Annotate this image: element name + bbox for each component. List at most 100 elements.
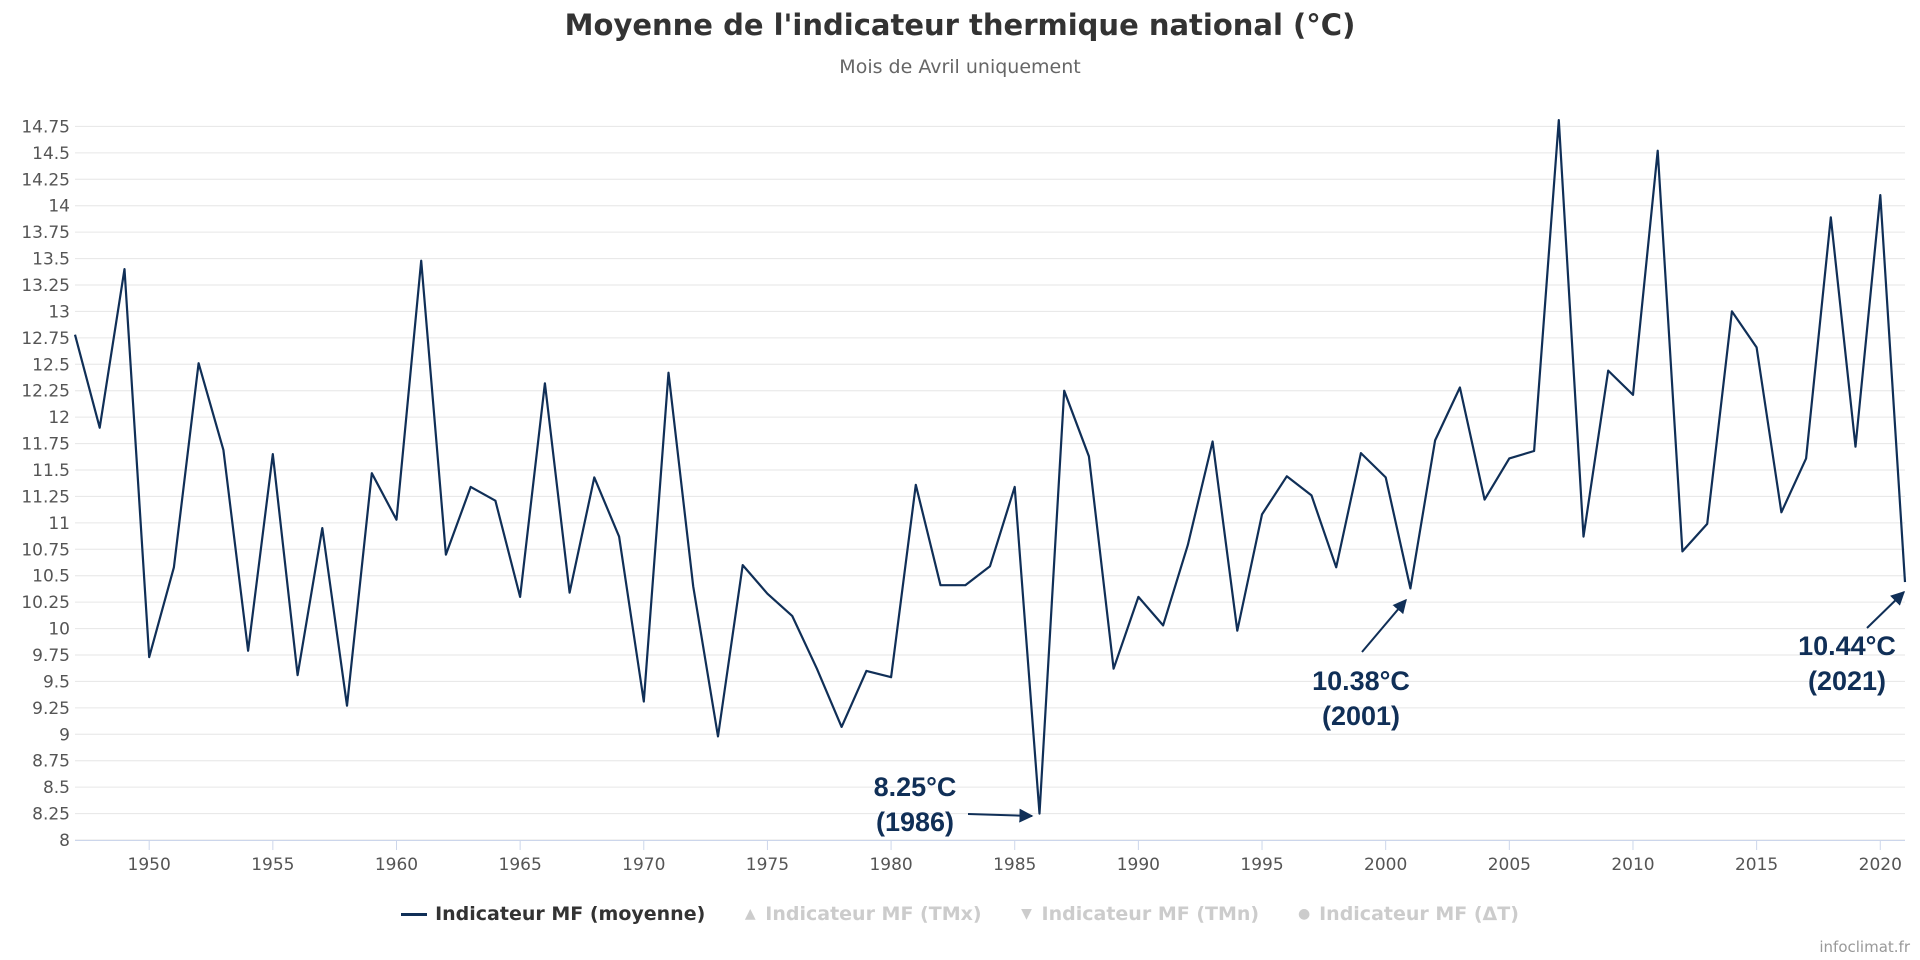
data-point[interactable]: [1061, 388, 1067, 394]
data-point[interactable]: [863, 668, 869, 674]
data-point[interactable]: [1160, 622, 1166, 628]
annotation-value-1986: 8.25°C: [874, 772, 957, 802]
data-point[interactable]: [1284, 473, 1290, 479]
data-point[interactable]: [393, 517, 399, 523]
data-point[interactable]: [1531, 448, 1537, 454]
data-point[interactable]: [1358, 450, 1364, 456]
data-point[interactable]: [1902, 579, 1908, 585]
data-point[interactable]: [517, 594, 523, 600]
data-point[interactable]: [1778, 509, 1784, 515]
annotation-year-1986: (1986): [876, 807, 954, 837]
series-layer[interactable]: [72, 117, 1908, 816]
data-point[interactable]: [764, 591, 770, 597]
data-point[interactable]: [72, 332, 78, 338]
data-point[interactable]: [418, 258, 424, 264]
circle-icon: ●: [1297, 906, 1311, 922]
y-tick-label: 12.25: [21, 382, 70, 402]
legend-item-moyenne[interactable]: Indicateur MF (moyenne): [401, 903, 705, 925]
y-tick-label: 11.75: [21, 435, 70, 455]
x-tick-label: 1965: [499, 855, 542, 875]
y-tick-label: 14.5: [32, 144, 70, 164]
data-point[interactable]: [641, 699, 647, 705]
data-point[interactable]: [690, 583, 696, 589]
data-point[interactable]: [1407, 585, 1413, 591]
data-point[interactable]: [591, 474, 597, 480]
credit-link[interactable]: infoclimat.fr: [1819, 938, 1910, 956]
data-point[interactable]: [839, 724, 845, 730]
data-point[interactable]: [1729, 308, 1735, 314]
data-point[interactable]: [1185, 542, 1191, 548]
data-point[interactable]: [567, 590, 573, 596]
data-point[interactable]: [220, 447, 226, 453]
data-point[interactable]: [492, 498, 498, 504]
x-tick-label: 1980: [869, 855, 912, 875]
y-tick-label: 11.5: [32, 461, 70, 481]
data-point[interactable]: [888, 674, 894, 680]
data-point[interactable]: [1234, 628, 1240, 634]
data-point[interactable]: [542, 380, 548, 386]
data-point[interactable]: [443, 552, 449, 558]
annotation-arrow-1986: [967, 808, 1034, 823]
data-point[interactable]: [1630, 392, 1636, 398]
data-point[interactable]: [1803, 455, 1809, 461]
legend-item-tmn[interactable]: ▼ Indicateur MF (TMn): [1020, 903, 1259, 925]
data-point[interactable]: [715, 733, 721, 739]
legend-label: Indicateur MF (moyenne): [435, 903, 706, 925]
data-point[interactable]: [1581, 534, 1587, 540]
data-point[interactable]: [987, 563, 993, 569]
data-point[interactable]: [146, 654, 152, 660]
data-point[interactable]: [913, 482, 919, 488]
data-point[interactable]: [962, 582, 968, 588]
data-point[interactable]: [121, 266, 127, 272]
data-point[interactable]: [196, 360, 202, 366]
legend-item-delta[interactable]: ● Indicateur MF (ΔT): [1297, 903, 1519, 925]
data-point[interactable]: [1308, 492, 1314, 498]
triangle-up-icon: ▲: [744, 906, 756, 922]
annotation-2001: 10.38°C (2001): [1312, 598, 1410, 731]
data-point[interactable]: [295, 672, 301, 678]
data-point[interactable]: [369, 470, 375, 476]
data-point[interactable]: [1877, 192, 1883, 198]
data-point[interactable]: [1482, 497, 1488, 503]
data-point[interactable]: [319, 525, 325, 531]
data-point[interactable]: [1383, 474, 1389, 480]
data-point[interactable]: [789, 613, 795, 619]
data-point[interactable]: [344, 703, 350, 709]
data-point[interactable]: [245, 648, 251, 654]
data-point[interactable]: [1111, 666, 1117, 672]
annotation-year-2001: (2001): [1322, 701, 1400, 731]
data-point[interactable]: [1506, 455, 1512, 461]
data-point[interactable]: [1210, 438, 1216, 444]
data-point[interactable]: [1679, 548, 1685, 554]
data-point[interactable]: [1333, 564, 1339, 570]
data-point[interactable]: [171, 564, 177, 570]
data-point[interactable]: [270, 451, 276, 457]
x-tick-label: 1975: [746, 855, 789, 875]
data-point[interactable]: [1135, 594, 1141, 600]
data-point[interactable]: [1556, 117, 1562, 123]
data-point[interactable]: [1457, 385, 1463, 391]
data-point[interactable]: [97, 425, 103, 431]
data-point[interactable]: [616, 534, 622, 540]
data-point[interactable]: [666, 370, 672, 376]
data-point[interactable]: [740, 562, 746, 568]
data-point[interactable]: [1828, 214, 1834, 220]
data-point[interactable]: [468, 484, 474, 490]
x-tick-label: 2000: [1364, 855, 1407, 875]
data-point[interactable]: [1432, 437, 1438, 443]
data-point[interactable]: [1853, 444, 1859, 450]
data-point[interactable]: [1012, 484, 1018, 490]
data-point[interactable]: [1704, 521, 1710, 527]
data-point[interactable]: [1259, 511, 1265, 517]
data-point[interactable]: [1036, 811, 1042, 817]
series-line-moyenne[interactable]: [73, 118, 1907, 815]
legend-item-tmx[interactable]: ▲ Indicateur MF (TMx): [743, 903, 982, 925]
data-point[interactable]: [1655, 148, 1661, 154]
data-point[interactable]: [938, 582, 944, 588]
x-tick-label: 1970: [622, 855, 665, 875]
data-point[interactable]: [814, 666, 820, 672]
data-point[interactable]: [1605, 368, 1611, 374]
data-point[interactable]: [1754, 344, 1760, 350]
data-point[interactable]: [1086, 453, 1092, 459]
